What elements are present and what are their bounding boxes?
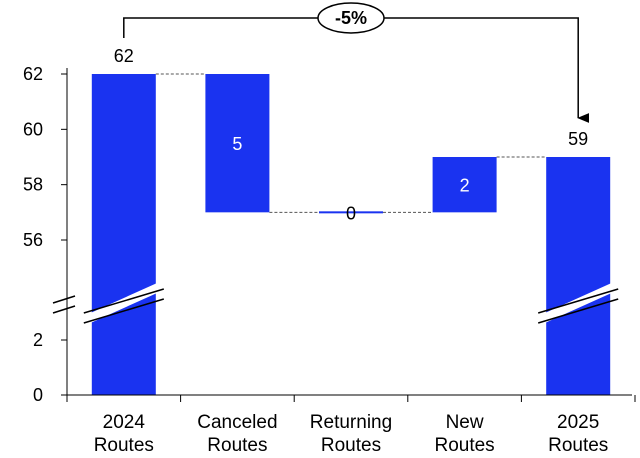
break-gap xyxy=(83,280,164,326)
y-tick-label: 60 xyxy=(23,119,43,139)
break-gap xyxy=(538,280,619,326)
data-label: 62 xyxy=(114,46,134,66)
data-label: 0 xyxy=(346,203,356,223)
x-tick-label: Routes xyxy=(548,435,608,456)
break-line xyxy=(537,298,619,324)
change-label: -5% xyxy=(335,8,367,28)
data-labels: 62 5 0 2 59 xyxy=(114,46,588,223)
y-tick-label: 0 xyxy=(33,385,43,405)
bar-1 xyxy=(205,74,270,213)
data-label: 2 xyxy=(460,176,470,196)
x-tick-label: Canceled xyxy=(197,412,277,433)
bars xyxy=(91,74,611,395)
y-tick-label: 58 xyxy=(23,175,43,195)
y-tick-label: 2 xyxy=(33,330,43,350)
x-tick-label: Returning xyxy=(310,412,392,433)
x-tick-label: Routes xyxy=(94,435,154,456)
bar-0 xyxy=(91,74,156,395)
axis-break-marks xyxy=(52,280,619,326)
bar-4 xyxy=(546,157,611,395)
bar-2 xyxy=(319,211,383,214)
break-line xyxy=(83,288,165,314)
x-tick-label: 2025 xyxy=(557,412,599,433)
y-tick-label: 62 xyxy=(23,64,43,84)
y-tick-label: 56 xyxy=(23,230,43,250)
break-line xyxy=(537,288,619,314)
y-axis-break-line xyxy=(52,305,76,314)
total-change-annotation: -5% xyxy=(123,2,590,123)
change-bubble xyxy=(317,2,385,34)
break-line xyxy=(83,298,165,324)
bar-3 xyxy=(432,157,497,213)
x-tick-label: 2024 xyxy=(103,412,146,433)
data-label: 5 xyxy=(232,134,242,154)
axes: 56586062022024RoutesCanceledRoutesReturn… xyxy=(23,64,636,456)
x-tick-label: Routes xyxy=(207,435,267,456)
data-label: 59 xyxy=(568,129,588,149)
connector-lines xyxy=(155,73,547,213)
y-axis-break-line xyxy=(52,295,76,304)
x-tick-label: Routes xyxy=(434,435,494,456)
x-tick-label: Routes xyxy=(321,435,381,456)
x-tick-label: New xyxy=(446,412,484,433)
